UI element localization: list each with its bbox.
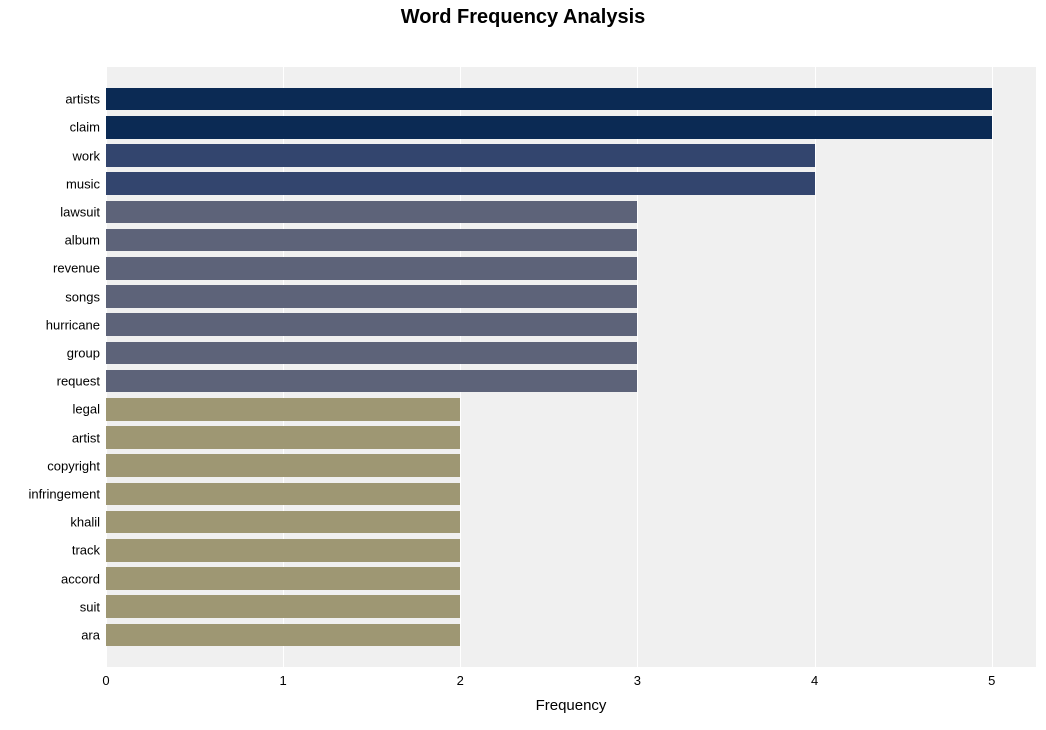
bar — [106, 511, 460, 534]
plot-area: 012345artistsclaimworkmusiclawsuitalbumr… — [106, 67, 1036, 667]
y-tick-label: khalil — [70, 515, 106, 530]
x-tick-label: 4 — [811, 673, 818, 688]
bar — [106, 116, 992, 139]
y-tick-label: songs — [65, 289, 106, 304]
bar-row — [106, 113, 1036, 141]
y-tick-label: work — [73, 148, 106, 163]
y-tick-label: track — [72, 543, 106, 558]
bar — [106, 567, 460, 590]
bar — [106, 342, 637, 365]
bar-row — [106, 395, 1036, 423]
y-tick-label: suit — [80, 599, 106, 614]
bar-row — [106, 423, 1036, 451]
bar — [106, 398, 460, 421]
bar — [106, 88, 992, 111]
bar — [106, 229, 637, 252]
x-tick-label: 2 — [457, 673, 464, 688]
bar-row — [106, 508, 1036, 536]
bar-row — [106, 85, 1036, 113]
x-tick-label: 0 — [102, 673, 109, 688]
bar-row — [106, 564, 1036, 592]
bar — [106, 539, 460, 562]
bar-row — [106, 452, 1036, 480]
x-tick-label: 5 — [988, 673, 995, 688]
bar — [106, 426, 460, 449]
bar — [106, 370, 637, 393]
y-tick-label: infringement — [28, 486, 106, 501]
bar-row — [106, 311, 1036, 339]
bar — [106, 285, 637, 308]
x-axis-label: Frequency — [536, 697, 607, 714]
y-tick-label: music — [66, 176, 106, 191]
y-tick-label: artists — [65, 92, 106, 107]
bar — [106, 172, 815, 195]
bar — [106, 257, 637, 280]
y-tick-label: lawsuit — [60, 204, 106, 219]
y-tick-label: group — [67, 345, 106, 360]
y-tick-label: hurricane — [46, 317, 106, 332]
bar — [106, 144, 815, 167]
bar-row — [106, 282, 1036, 310]
bar — [106, 483, 460, 506]
chart-area: 0 1 2 3 4 5 artists claim work music lawsuit album r… — [0, 29, 1046, 730]
y-tick-label: request — [57, 374, 106, 389]
bar — [106, 201, 637, 224]
bar-row — [106, 367, 1036, 395]
y-tick-label: ara — [81, 627, 106, 642]
y-tick-label: album — [65, 233, 106, 248]
chart-title: Word Frequency Analysis — [0, 0, 1046, 29]
bar-row — [106, 254, 1036, 282]
y-tick-label: revenue — [53, 261, 106, 276]
y-tick-label: legal — [73, 402, 106, 417]
bar-row — [106, 170, 1036, 198]
bar-row — [106, 226, 1036, 254]
x-tick-label: 1 — [280, 673, 287, 688]
bar — [106, 313, 637, 336]
bar-row — [106, 339, 1036, 367]
bar-row — [106, 480, 1036, 508]
y-tick-label: copyright — [47, 458, 106, 473]
bar — [106, 624, 460, 647]
bar-row — [106, 198, 1036, 226]
bar-row — [106, 593, 1036, 621]
bar-row — [106, 141, 1036, 169]
bar — [106, 595, 460, 618]
y-tick-label: accord — [61, 571, 106, 586]
y-tick-label: artist — [72, 430, 106, 445]
y-tick-label: claim — [70, 120, 106, 135]
bar — [106, 454, 460, 477]
bar-row — [106, 621, 1036, 649]
x-tick-label: 3 — [634, 673, 641, 688]
bar-row — [106, 536, 1036, 564]
